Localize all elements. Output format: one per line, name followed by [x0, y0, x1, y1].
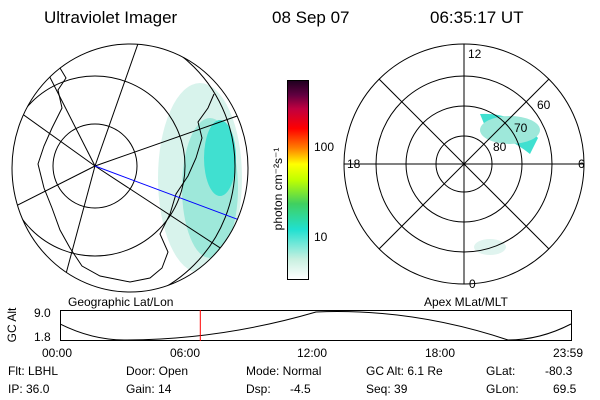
time-tick-2359: 23:59	[553, 346, 584, 360]
glat-label: GLat:	[486, 364, 516, 378]
time-tick-0600: 06:00	[170, 346, 201, 360]
mlt-label-6: 6	[578, 157, 585, 171]
mlat-label-70: 70	[514, 121, 528, 135]
apex-panel-label: Apex MLat/MLT	[424, 295, 508, 309]
color-scale-bar	[287, 80, 309, 280]
meridian	[94, 44, 141, 167]
glon-value: 69.5	[553, 382, 577, 396]
time-tick-1800: 18:00	[425, 346, 456, 360]
glon-label: GLon:	[486, 382, 519, 396]
lat-circle-inner	[52, 123, 138, 209]
time-tick-1200: 12:00	[297, 346, 328, 360]
coastline	[37, 67, 215, 283]
filter-readout: Flt: LBHL	[8, 364, 59, 378]
mlt-axis-diagonal	[378, 78, 550, 250]
meridian	[29, 44, 96, 167]
altitude-curve	[60, 311, 572, 341]
mlt-label-0: 0	[469, 277, 476, 291]
aurora-speckle	[474, 239, 506, 255]
altitude-axis-label: GC Alt	[5, 307, 19, 343]
apex-polar-panel	[343, 43, 585, 285]
mlt-label-18: 18	[347, 157, 361, 171]
dsp-label: Dsp:	[246, 382, 271, 396]
colorbar-tick-100: 100	[314, 140, 335, 154]
geographic-panel-label: Geographic Lat/Lon	[68, 295, 174, 309]
gain-readout: Gain: 14	[126, 382, 172, 396]
altitude-max-label: 9.0	[34, 306, 51, 320]
meridian	[59, 165, 96, 292]
lat-circle-outer	[12, 44, 236, 292]
mlat-label-80: 80	[493, 140, 507, 154]
seq-readout: Seq: 39	[366, 382, 408, 396]
altitude-plot	[60, 310, 572, 341]
meridian	[94, 107, 248, 167]
ip-readout: IP: 36.0	[8, 382, 50, 396]
lat-circle-mid	[12, 75, 186, 257]
sun-direction-line	[94, 165, 248, 225]
aurora-oval-halo	[480, 116, 540, 144]
instrument-title: Ultraviolet Imager	[44, 8, 178, 27]
geographic-panel	[11, 43, 249, 293]
date-label: 08 Sep 07	[272, 8, 350, 27]
door-readout: Door: Open	[126, 364, 189, 378]
mlat-label-60: 60	[537, 98, 551, 112]
glat-value: -80.3	[545, 364, 573, 378]
mlt-label-12: 12	[468, 47, 482, 61]
mode-readout: Mode: Normal	[246, 364, 322, 378]
altitude-plot-frame	[60, 310, 572, 341]
colorbar-unit-label: photon cm⁻²s⁻¹	[271, 147, 285, 231]
aurora-glow-core	[204, 120, 236, 196]
time-label: 06:35:17 UT	[430, 8, 524, 27]
earth-limb	[11, 43, 249, 293]
meridian	[12, 97, 96, 167]
time-tick-0000: 00:00	[42, 346, 73, 360]
dsp-value: -4.5	[290, 382, 311, 396]
colorbar-tick-10: 10	[314, 230, 328, 244]
gc-alt-readout: GC Alt: 6.1 Re	[366, 364, 443, 378]
altitude-min-label: 1.8	[34, 330, 51, 344]
